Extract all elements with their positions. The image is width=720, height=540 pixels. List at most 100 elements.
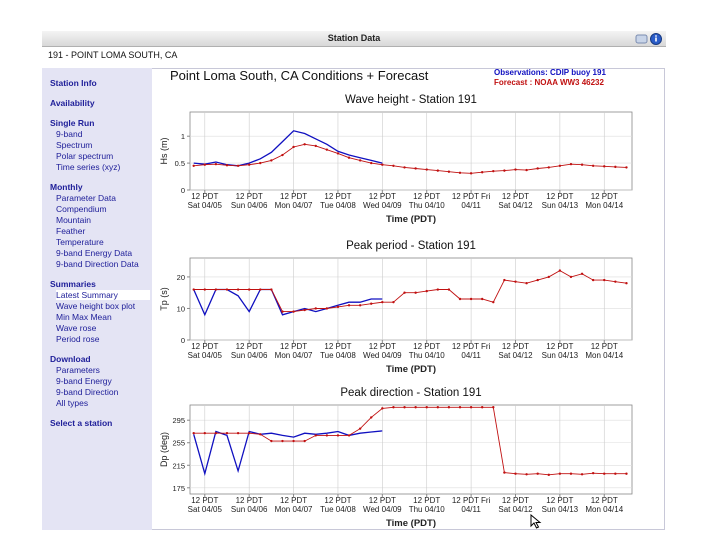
series-marker xyxy=(481,171,484,174)
menu-link[interactable]: 9-band Energy Data xyxy=(56,248,133,258)
y-axis-label: Dp (deg) xyxy=(159,432,169,467)
series-marker xyxy=(447,288,451,291)
menu-link[interactable]: 9-band Direction Data xyxy=(56,259,139,269)
series-marker xyxy=(436,169,440,172)
x-tick-label: 12 PDT Thu 04/10 xyxy=(408,192,445,210)
series-line xyxy=(193,430,383,477)
menu-link[interactable]: Compendium xyxy=(56,204,107,214)
series-marker xyxy=(270,288,273,291)
series-marker xyxy=(358,304,362,307)
series-marker xyxy=(303,308,306,312)
menu-link[interactable]: Period rose xyxy=(56,334,100,344)
series-marker xyxy=(381,300,384,304)
menu-link[interactable]: Wave rose xyxy=(56,323,97,333)
series-marker xyxy=(192,431,195,435)
series-line xyxy=(193,143,627,174)
y-tick-label: 20 xyxy=(177,273,185,282)
series-marker xyxy=(525,168,528,172)
series-marker xyxy=(614,165,617,169)
series-marker xyxy=(225,431,229,435)
series-marker xyxy=(247,163,251,166)
series-marker xyxy=(569,472,573,475)
series-marker xyxy=(547,166,550,169)
menu-link[interactable]: All types xyxy=(56,398,89,408)
x-tick-label: 12 PDT Tue 04/08 xyxy=(320,342,356,360)
series-marker xyxy=(325,307,329,310)
plot-area xyxy=(189,404,633,495)
plot-area xyxy=(189,111,633,191)
menu-link[interactable]: Latest Summary xyxy=(56,290,150,300)
menu-link[interactable]: 9-band Direction xyxy=(56,387,119,397)
series-marker xyxy=(525,282,528,285)
x-tick-label: 12 PDT Sun 04/06 xyxy=(230,342,268,360)
y-tick-label: 215 xyxy=(172,461,185,470)
x-tick-label: 12 PDT Sun 04/06 xyxy=(230,496,268,514)
series-marker xyxy=(192,288,195,291)
menu-section[interactable]: Download xyxy=(50,354,91,364)
sidebar: Station Info Availability Single Run 9-band… xyxy=(42,68,152,530)
menu-link[interactable]: Wave height box plot xyxy=(56,301,136,311)
x-tick-label: 12 PDT Sun 04/13 xyxy=(541,192,579,210)
x-tick-label: 12 PDT Thu 04/10 xyxy=(408,342,445,360)
series-marker xyxy=(436,288,440,291)
x-tick-label: 12 PDT Sat 04/05 xyxy=(187,496,222,514)
menu-link[interactable]: Mountain xyxy=(56,215,91,225)
menu-section[interactable]: Availability xyxy=(50,98,95,108)
series-marker xyxy=(259,288,262,291)
x-tick-label: 12 PDT Mon 04/14 xyxy=(585,192,624,210)
menu-link[interactable]: Parameters xyxy=(56,365,100,375)
series-line xyxy=(193,406,627,476)
y-tick-label: 295 xyxy=(172,416,185,425)
menu-link[interactable]: 9-band xyxy=(56,129,83,139)
series-marker xyxy=(492,300,495,304)
series-marker xyxy=(292,439,295,443)
x-tick-label: 12 PDT Tue 04/08 xyxy=(320,496,356,514)
series-marker xyxy=(325,434,329,437)
x-tick-label: 12 PDT Sat 04/05 xyxy=(187,192,222,210)
menu-link[interactable]: Spectrum xyxy=(56,140,93,150)
menu-section[interactable]: Summaries xyxy=(50,279,96,289)
menu-link[interactable]: Time series (xyz) xyxy=(56,162,121,172)
series-marker xyxy=(603,165,606,168)
series-marker xyxy=(558,269,562,272)
menu-section[interactable]: Select a station xyxy=(50,418,113,428)
series-marker xyxy=(358,159,362,162)
series-marker xyxy=(303,143,306,146)
series-marker xyxy=(414,291,417,294)
y-tick-label: 1 xyxy=(181,132,185,141)
series-marker xyxy=(214,431,218,435)
menu-section[interactable]: Monthly xyxy=(50,182,83,192)
menu-link[interactable]: Parameter Data xyxy=(56,193,116,203)
x-tick-label: 12 PDT Wed 04/09 xyxy=(363,192,402,210)
series-marker xyxy=(325,148,329,151)
series-marker xyxy=(336,305,340,309)
series-marker xyxy=(536,472,539,475)
series-marker xyxy=(425,168,428,171)
series-marker xyxy=(547,473,550,477)
legend-observations: Observations: CDIP buoy 191 xyxy=(494,68,606,77)
series-marker xyxy=(525,473,528,476)
menu-section[interactable]: Single Run xyxy=(50,118,95,128)
x-tick-label: 12 PDT Wed 04/09 xyxy=(363,342,402,360)
menu-link[interactable]: Feather xyxy=(56,226,86,236)
series-marker xyxy=(614,280,617,283)
series-marker xyxy=(281,310,284,313)
series-marker xyxy=(469,172,473,175)
menu-link[interactable]: Temperature xyxy=(56,237,104,247)
menu-link[interactable]: Polar spectrum xyxy=(56,151,114,161)
toolbar-icons[interactable] xyxy=(634,32,664,45)
y-axis-label: Tp (s) xyxy=(159,287,169,311)
series-marker xyxy=(536,167,539,170)
series-marker xyxy=(591,278,595,282)
series-marker xyxy=(381,407,384,410)
menu-section[interactable]: Station Info xyxy=(50,78,97,88)
series-marker xyxy=(214,288,218,291)
menu-link[interactable]: 9-band Energy xyxy=(56,376,112,386)
x-tick-label: 12 PDT Mon 04/07 xyxy=(274,496,313,514)
series-marker xyxy=(514,280,517,283)
series-marker xyxy=(370,302,373,305)
x-tick-label: 12 PDT Thu 04/10 xyxy=(408,496,445,514)
series-marker xyxy=(203,163,206,166)
menu-link[interactable]: Min Max Mean xyxy=(56,312,112,322)
